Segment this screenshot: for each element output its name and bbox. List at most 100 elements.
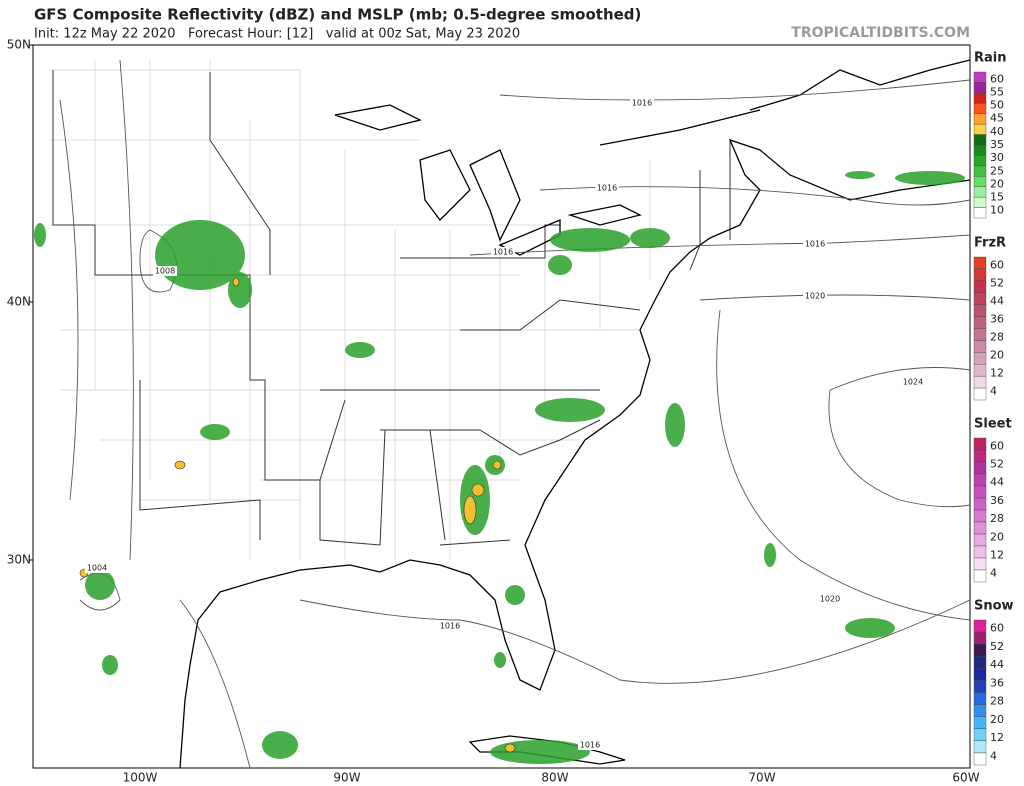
isobar-label-bg: [630, 98, 654, 108]
isobar-label: 1020: [820, 595, 840, 604]
legend-tick-label: 30: [990, 151, 1004, 164]
legend-tick-label: 4: [990, 750, 997, 763]
legend-tick-label: 4: [990, 385, 997, 398]
legend-tick-label: 28: [990, 331, 1004, 344]
map-area: [32, 44, 971, 769]
legend-swatch: [973, 643, 987, 657]
isobar-label: 1020: [805, 292, 825, 301]
legend-swatch: [973, 473, 987, 487]
legend-tick-label: 60: [990, 258, 1004, 271]
legend-swatch: [973, 387, 987, 401]
isobar-label: 1004: [87, 564, 107, 573]
isobars: [59, 59, 971, 769]
isobar-label-bg: [803, 291, 827, 301]
title: GFS Composite Reflectivity (dBZ) and MSL…: [34, 6, 641, 24]
isobar-label-bg: [438, 621, 462, 631]
lon-label: 90W: [333, 771, 360, 785]
legend-tick-label: 44: [990, 294, 1004, 307]
isobar-label-bg: [491, 247, 515, 257]
lon-label: 100W: [123, 771, 158, 785]
isobar-label: 1016: [632, 99, 652, 108]
legend-tick-label: 10: [990, 204, 1004, 217]
legend-swatch: [973, 165, 987, 177]
legend-swatch: [973, 134, 987, 146]
lon-label: 70W: [748, 771, 775, 785]
legend-swatch: [973, 316, 987, 329]
legend-swatch: [973, 340, 987, 353]
lat-label: 40N: [7, 295, 31, 309]
isobar-label: 1024: [903, 378, 923, 387]
legend-title: Snow: [974, 599, 1014, 614]
isobar-label-bg: [85, 563, 109, 573]
legend-swatch: [973, 545, 987, 559]
isobar-label: 1016: [597, 184, 617, 193]
isobar-label: 1016: [493, 248, 513, 257]
legend-tick-label: 40: [990, 125, 1004, 138]
legend-swatch: [973, 680, 987, 693]
legend-swatch: [973, 449, 987, 463]
isobar-label-bg: [578, 740, 602, 750]
isobar-label-bg: [153, 266, 177, 276]
legend-title: FrzR: [974, 236, 1006, 251]
legend-tick-label: 52: [990, 640, 1004, 653]
legend-tick-label: 15: [990, 191, 1004, 204]
isobar-label: 1008: [155, 267, 175, 276]
legend-swatch: [973, 728, 987, 742]
legend-swatch: [973, 268, 987, 282]
legend-swatch: [973, 631, 987, 645]
isobar-label-bg: [595, 183, 619, 193]
legend-swatch: [973, 437, 987, 451]
legend-swatch: [973, 176, 987, 187]
legend-swatch: [973, 521, 987, 535]
legend-swatch: [973, 103, 987, 114]
legend-swatch: [973, 557, 987, 571]
legend-swatch: [973, 533, 987, 547]
legend-tick-label: 20: [990, 349, 1004, 362]
lon-label: 60W: [952, 771, 979, 785]
legend-tick-label: 60: [990, 72, 1004, 85]
legend-swatch: [973, 155, 987, 167]
legend-swatch: [973, 704, 987, 717]
legend-tick-label: 12: [990, 548, 1004, 561]
legend-swatch: [973, 113, 987, 125]
legend-tick-label: 52: [990, 276, 1004, 289]
legend-swatch: [973, 186, 987, 198]
isobar-label-bg: [803, 239, 827, 249]
legend-tick-label: 20: [990, 177, 1004, 190]
legend-tick-label: 12: [990, 367, 1004, 380]
legend-swatch: [973, 82, 987, 94]
legend-tick-label: 20: [990, 530, 1004, 543]
legend-tick-label: 45: [990, 112, 1004, 125]
legend-swatch: [973, 196, 987, 208]
isobar-label: 1016: [580, 741, 600, 750]
legend-swatch: [973, 485, 987, 499]
legend-swatch: [973, 352, 987, 365]
heavy-precip: [79, 277, 516, 753]
legend-swatch: [973, 256, 987, 270]
legend-tick-label: 35: [990, 138, 1004, 151]
legend-swatch: [973, 375, 987, 389]
legend-swatch: [973, 656, 987, 669]
legend-swatch: [973, 509, 987, 523]
legend-tick-label: 36: [990, 312, 1004, 325]
isobar-label: 1016: [440, 622, 460, 631]
legend-tick-label: 36: [990, 494, 1004, 507]
legend-tick-label: 28: [990, 695, 1004, 708]
lon-label: 80W: [541, 771, 568, 785]
legend-swatch: [973, 740, 987, 754]
legend-tick-label: 12: [990, 731, 1004, 744]
legend-tick-label: 60: [990, 621, 1004, 634]
isobar-label: 1016: [805, 240, 825, 249]
legend-swatch: [973, 207, 987, 219]
legend-title: Sleet: [974, 417, 1012, 432]
legend-swatch: [973, 461, 987, 475]
legend-swatch: [973, 364, 987, 377]
legend-tick-label: 44: [990, 658, 1004, 671]
legend-tick-label: 4: [990, 567, 997, 580]
legend-swatch: [973, 752, 987, 766]
legend-tick-label: 52: [990, 458, 1004, 471]
legend-tick-label: 50: [990, 99, 1004, 112]
legend-swatch: [973, 280, 987, 293]
legend-tick-label: 60: [990, 439, 1004, 452]
